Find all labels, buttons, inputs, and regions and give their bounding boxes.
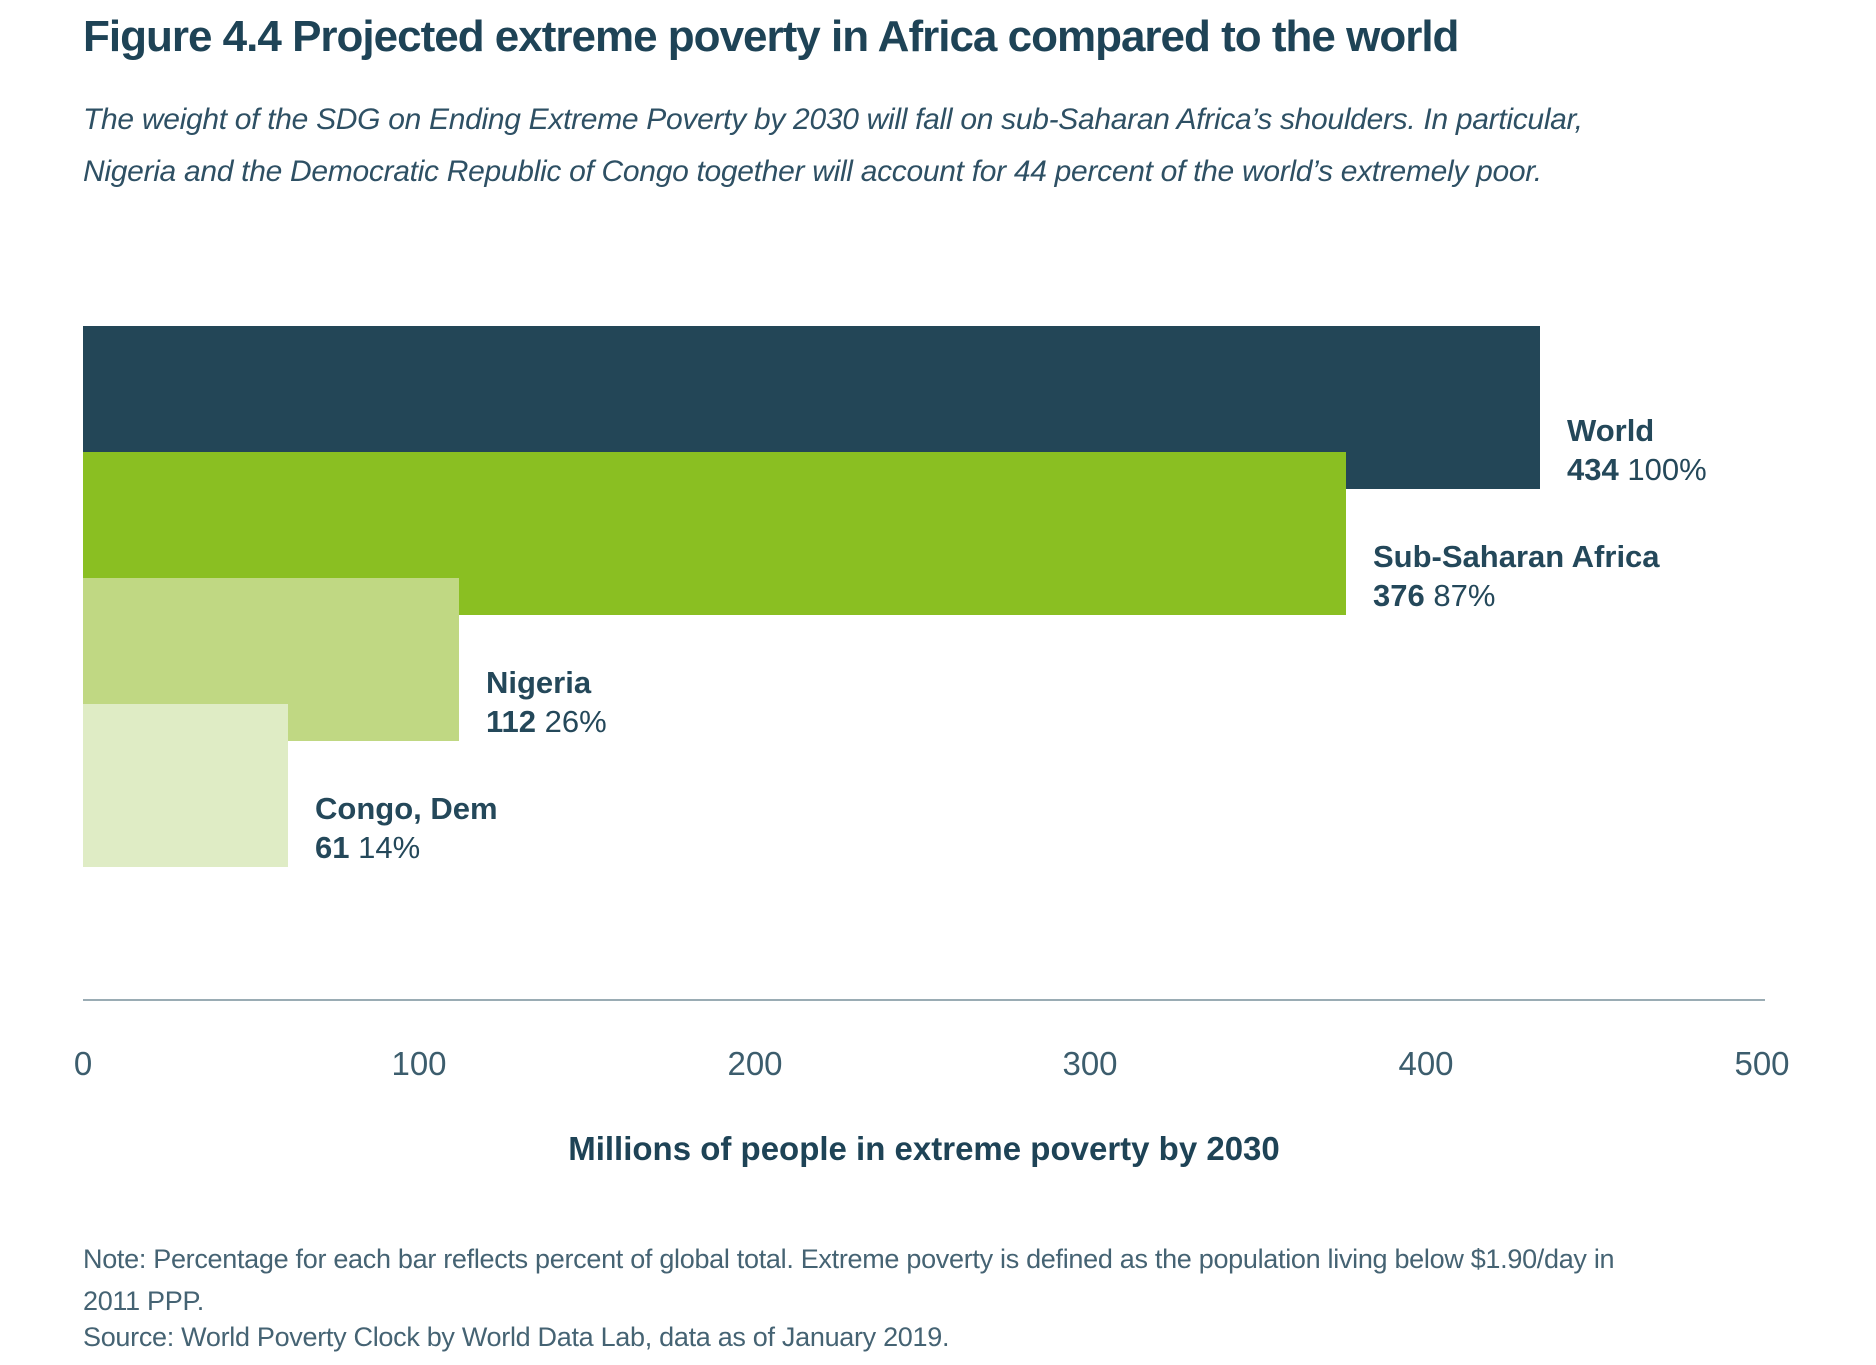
note-line1: Note: Percentage for each bar reflects p… xyxy=(83,1244,1615,1274)
bar-label-world: World 434 100% xyxy=(1567,411,1707,489)
figure-subtitle-line1: The weight of the SDG on Ending Extreme … xyxy=(83,103,1583,136)
bar-category-label: Congo, Dem xyxy=(315,791,498,826)
bar-label-congo-dem: Congo, Dem 61 14% xyxy=(315,789,498,867)
x-axis-tick-300: 300 xyxy=(1062,1045,1118,1082)
bar-category-label: Nigeria xyxy=(486,665,592,700)
source-text: Source: World Poverty Clock by World Dat… xyxy=(83,1322,950,1352)
bar-category-label: Sub-Saharan Africa xyxy=(1373,539,1660,574)
note-text: Note: Percentage for each bar reflects p… xyxy=(83,1238,1615,1322)
bar-value-label: 376 87% xyxy=(1373,578,1496,613)
x-axis-line xyxy=(83,999,1765,1001)
bar-value-label: 112 26% xyxy=(486,704,607,739)
figure-subtitle: The weight of the SDG on Ending Extreme … xyxy=(83,94,1583,198)
x-axis-ticks: 0 100 200 300 400 500 xyxy=(0,1045,1876,1085)
bar-congo-dem xyxy=(83,704,288,867)
figure-title: Figure 4.4 Projected extreme poverty in … xyxy=(83,12,1459,61)
x-axis-title: Millions of people in extreme poverty by… xyxy=(568,1130,1280,1167)
x-axis-tick-200: 200 xyxy=(727,1045,783,1082)
bar-category-label: World xyxy=(1567,413,1655,448)
x-axis-tick-100: 100 xyxy=(391,1045,447,1082)
bar-label-sub-saharan-africa: Sub-Saharan Africa 376 87% xyxy=(1373,537,1660,615)
bar-label-nigeria: Nigeria 112 26% xyxy=(486,663,607,741)
figure-subtitle-line2: Nigeria and the Democratic Republic of C… xyxy=(83,155,1542,188)
bar-value-label: 61 14% xyxy=(315,830,421,865)
bar-value-label: 434 100% xyxy=(1567,452,1707,487)
x-axis-tick-400: 400 xyxy=(1398,1045,1454,1082)
x-axis-tick-500: 500 xyxy=(1734,1045,1790,1082)
note-line2: 2011 PPP. xyxy=(83,1286,204,1316)
x-axis-tick-0: 0 xyxy=(73,1045,93,1082)
